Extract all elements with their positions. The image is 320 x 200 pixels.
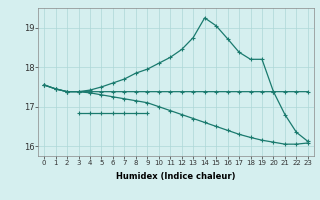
X-axis label: Humidex (Indice chaleur): Humidex (Indice chaleur) — [116, 172, 236, 181]
